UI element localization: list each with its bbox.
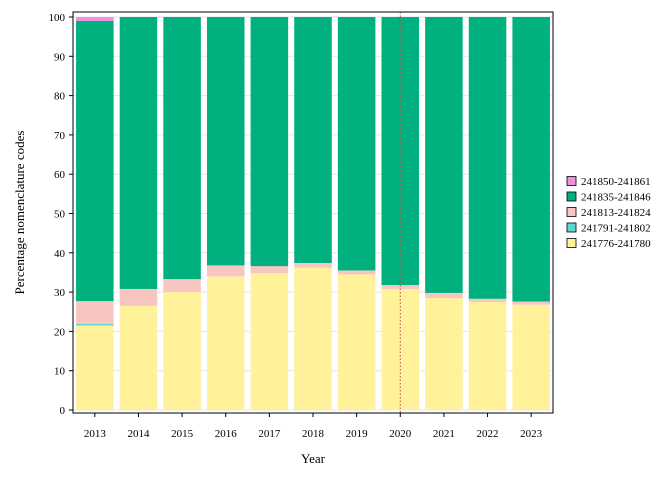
- bar-segment: [76, 301, 114, 324]
- y-tick-label: 40: [54, 248, 66, 260]
- bar-segment: [250, 266, 289, 274]
- x-tick-label: 2015: [171, 428, 194, 440]
- bar-segment: [512, 17, 550, 302]
- bar-segment: [381, 285, 420, 289]
- y-tick-label: 30: [54, 287, 66, 299]
- bar-segment: [468, 298, 507, 302]
- bar-segment: [425, 297, 463, 410]
- bar-segment: [76, 17, 114, 21]
- y-tick-label: 0: [60, 405, 66, 417]
- legend-label: 241776-241780: [581, 238, 651, 250]
- legend-swatch: [566, 191, 577, 202]
- bar-segment: [76, 20, 114, 302]
- y-axis: 0 10 20 30 40 50 60 70 80 90 100: [49, 12, 73, 417]
- bar-segment: [294, 263, 332, 268]
- bar-segment: [250, 273, 289, 410]
- x-axis: 2013 2014 2015 2016 2017 2018 2019 2020 2021 2022…: [84, 413, 543, 440]
- bar-segment: [163, 279, 201, 293]
- bar-segment: [119, 288, 158, 306]
- y-tick-label: 50: [54, 209, 66, 221]
- bar-segment: [206, 276, 245, 410]
- bar-segment: [468, 301, 507, 410]
- y-tick-label: 100: [49, 12, 66, 24]
- bar-segment: [294, 17, 332, 264]
- bar-segment: [512, 301, 550, 305]
- bar-segment: [337, 17, 376, 271]
- bar-segment: [381, 17, 420, 286]
- legend-label: 241850-241861: [581, 176, 651, 188]
- legend-swatch: [566, 207, 577, 217]
- bar-segment: [425, 17, 463, 293]
- bar-segment: [337, 270, 376, 275]
- bar-segment: [425, 292, 463, 298]
- bar-segment: [250, 17, 289, 267]
- legend: 241850-241861 241835-241846 241813-241824 2…: [566, 176, 651, 250]
- bar-segment: [468, 17, 507, 299]
- x-tick-label: 2022: [477, 428, 499, 440]
- bar-segment: [76, 325, 114, 410]
- y-tick-label: 20: [54, 326, 66, 338]
- legend-label: 241813-241824: [581, 207, 651, 219]
- legend-label: 241835-241846: [581, 192, 651, 204]
- bar-segment: [76, 323, 114, 326]
- bar-segment: [512, 304, 550, 410]
- y-tick-label: 90: [54, 51, 66, 63]
- bar-segment: [206, 265, 245, 277]
- bar-segment: [119, 305, 158, 410]
- x-tick-label: 2019: [346, 428, 369, 440]
- legend-label: 241791-241802: [581, 223, 651, 235]
- legend-swatch: [566, 176, 577, 186]
- bar-segment: [119, 17, 158, 289]
- y-tick-label: 10: [54, 366, 66, 378]
- bars: [76, 17, 550, 410]
- x-tick-label: 2017: [258, 428, 281, 440]
- x-tick-label: 2018: [302, 428, 325, 440]
- y-tick-label: 60: [54, 169, 66, 181]
- bar-segment: [206, 17, 245, 266]
- y-tick-label: 70: [54, 130, 66, 142]
- x-tick-label: 2013: [84, 428, 107, 440]
- x-tick-label: 2023: [520, 428, 543, 440]
- bar-segment: [163, 292, 201, 410]
- legend-swatch: [566, 238, 577, 248]
- bar-segment: [294, 267, 332, 410]
- legend-swatch: [566, 222, 577, 233]
- bar-segment: [163, 17, 201, 280]
- x-tick-label: 2016: [215, 428, 238, 440]
- bar-segment: [337, 274, 376, 410]
- y-axis-title: Percentage nomenclature codes: [12, 131, 27, 295]
- x-tick-label: 2021: [433, 428, 455, 440]
- x-tick-label: 2020: [389, 428, 412, 440]
- y-tick-label: 80: [54, 91, 66, 103]
- x-axis-title: Year: [301, 451, 326, 466]
- x-tick-label: 2014: [127, 428, 150, 440]
